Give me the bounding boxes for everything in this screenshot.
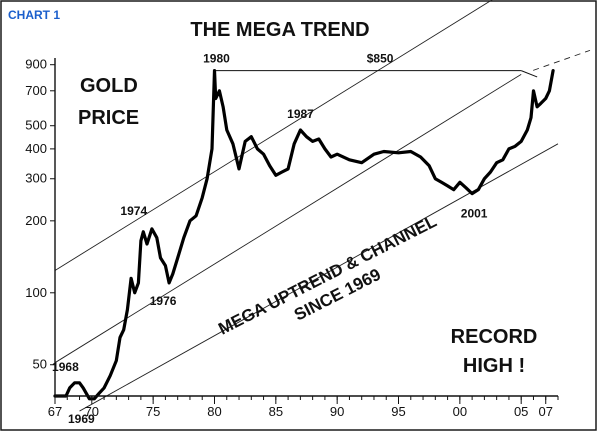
record-line-end (521, 70, 538, 78)
channel-caption-line1: MEGA UPTREND & CHANNEL (215, 212, 439, 339)
chart-title: THE MEGA TREND (190, 19, 369, 41)
gold-label: GOLD (80, 75, 138, 97)
x-tick-label-80: 80 (207, 404, 221, 419)
y-tick-label-200: 200 (25, 213, 47, 228)
y-tick-label-400: 400 (25, 141, 47, 156)
annotation-1976: 1976 (150, 294, 177, 308)
annotations: 1968 1969 1974 1976 1980 $850 1987 2001 (52, 52, 488, 426)
channel-line-1 (54, 0, 493, 271)
axes (54, 58, 558, 397)
channel-caption: MEGA UPTREND & CHANNEL SINCE 1969 (215, 212, 439, 339)
x-ticks: 67 70 75 80 85 90 95 00 05 07 (48, 396, 559, 419)
price-label: PRICE (78, 107, 139, 129)
channel-line-2 (54, 73, 522, 364)
annotation-2001: 2001 (461, 207, 488, 221)
x-tick-label-07: 07 (538, 404, 552, 419)
x-tick-label-70: 70 (85, 404, 99, 419)
x-tick-label-67: 67 (48, 404, 62, 419)
annotation-1974: 1974 (120, 204, 147, 218)
y-tick-label-500: 500 (25, 118, 47, 133)
channel-line-extension (533, 49, 591, 71)
record-reference-line (214, 70, 538, 78)
annotation-1968: 1968 (52, 360, 79, 374)
y-tick-label-900: 900 (25, 57, 47, 72)
high-label: HIGH ! (463, 355, 525, 377)
y-tick-label-50: 50 (33, 357, 47, 372)
price-series (53, 69, 555, 401)
y-tick-label-100: 100 (25, 285, 47, 300)
x-tick-label-75: 75 (146, 404, 160, 419)
annotation-usd850: $850 (367, 52, 394, 66)
annotation-1969: 1969 (68, 412, 95, 426)
x-tick-label-05: 05 (514, 404, 528, 419)
x-tick-label-00: 00 (453, 404, 467, 419)
y-tick-label-300: 300 (25, 171, 47, 186)
annotation-1987: 1987 (287, 107, 314, 121)
price-line-1 (53, 69, 555, 401)
chart-tag: CHART 1 (8, 8, 60, 22)
x-tick-label-90: 90 (330, 404, 344, 419)
x-tick-label-95: 95 (391, 404, 405, 419)
annotation-1980: 1980 (203, 52, 230, 66)
y-tick-label-700: 700 (25, 83, 47, 98)
record-label: RECORD (451, 326, 538, 348)
y-ticks: 50 100 200 300 400 500 700 900 (25, 57, 55, 372)
x-tick-label-85: 85 (269, 404, 283, 419)
